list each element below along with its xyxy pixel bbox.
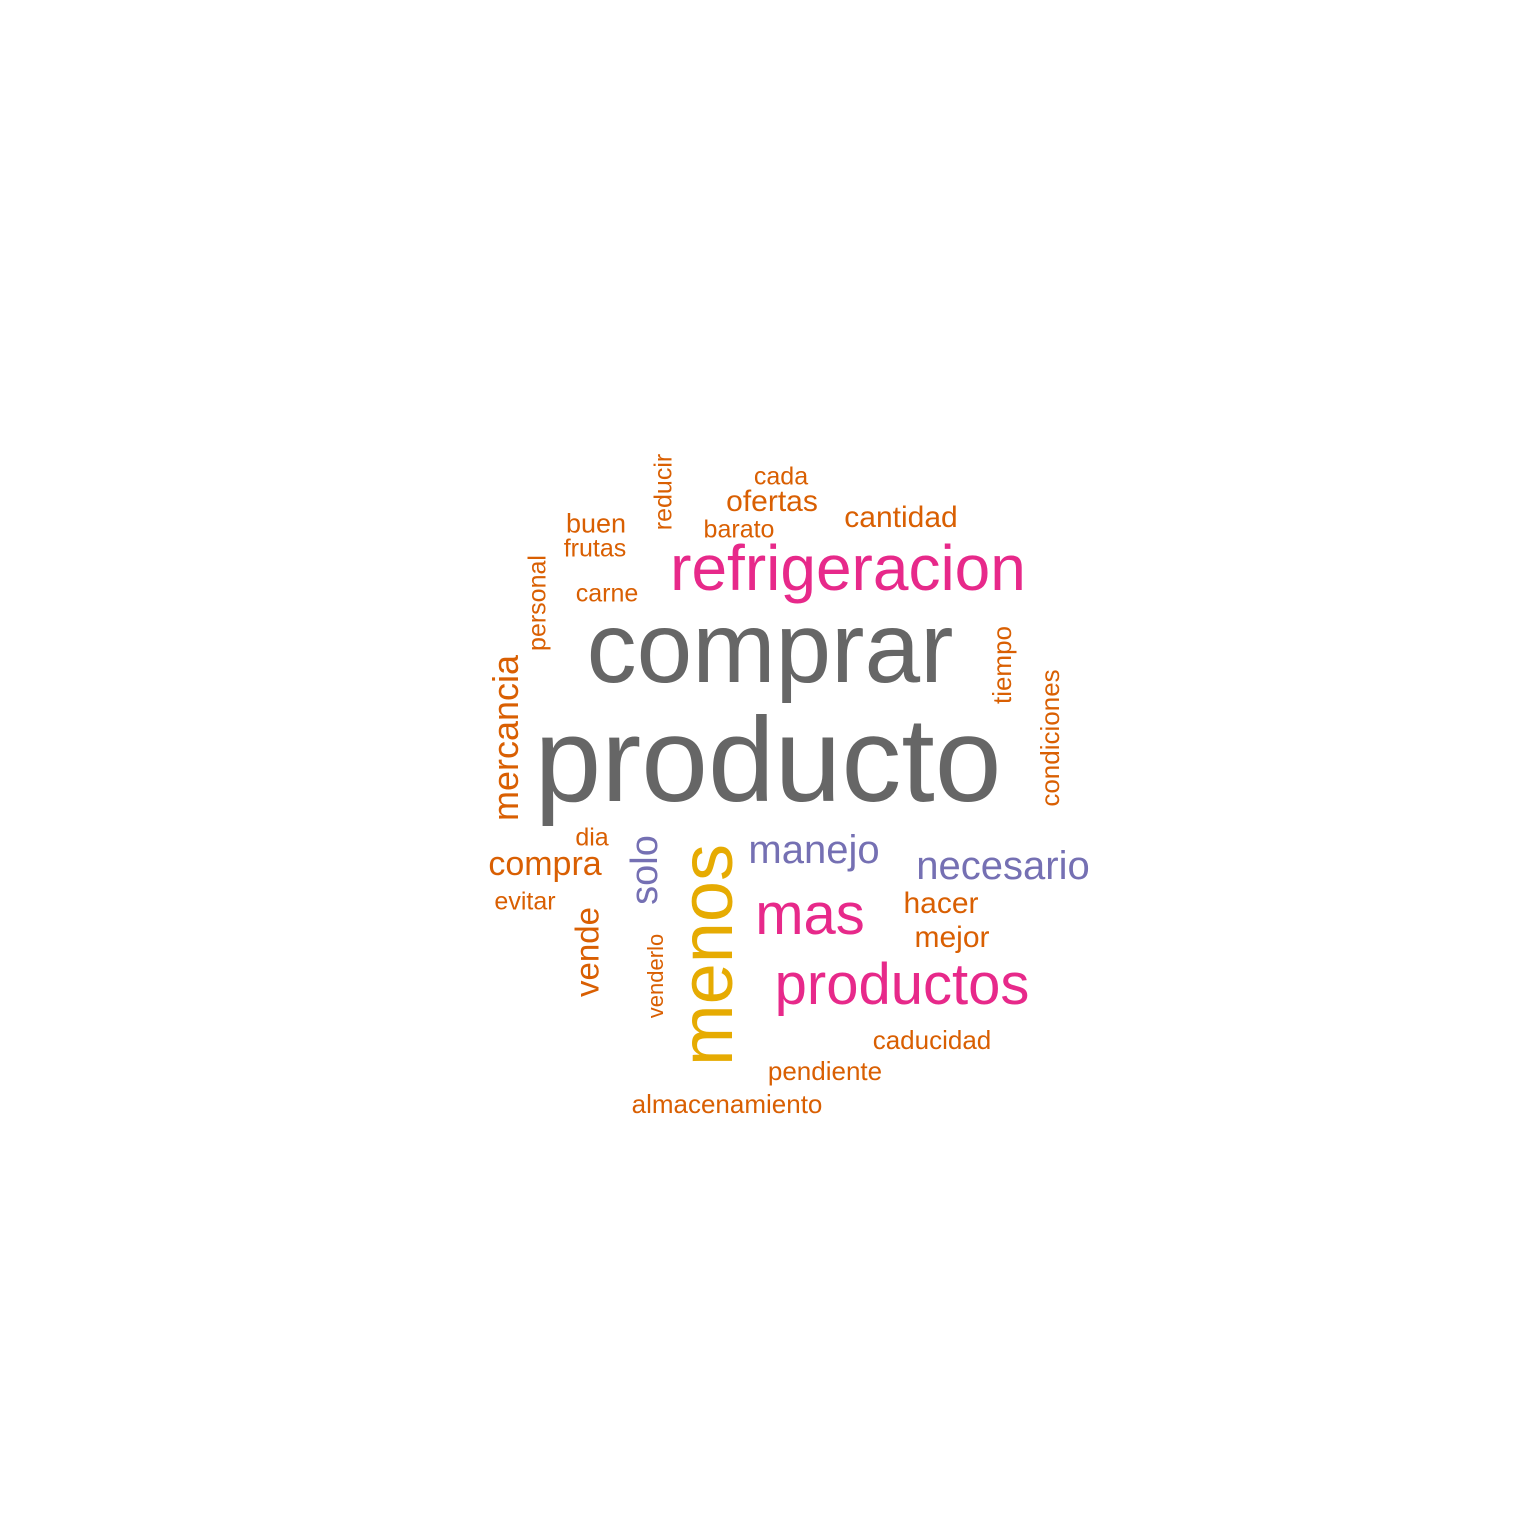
word-reducir: reducir xyxy=(649,453,678,531)
word-caducidad: caducidad xyxy=(872,1025,992,1055)
word-comprar: comprar xyxy=(586,592,954,704)
word-condiciones: condiciones xyxy=(1035,669,1065,807)
word-personal: personal xyxy=(523,555,552,651)
word-refrigeracion: refrigeracion xyxy=(670,532,1026,604)
word-pendiente: pendiente xyxy=(767,1056,883,1086)
word-ofertas: ofertas xyxy=(726,485,818,518)
word-venderlo: venderlo xyxy=(643,933,668,1019)
word-tiempo: tiempo xyxy=(987,625,1017,705)
word-productos: productos xyxy=(774,952,1030,1017)
word-dia: dia xyxy=(575,823,609,852)
word-almacenamiento: almacenamiento xyxy=(631,1089,823,1119)
word-compra: compra xyxy=(488,845,602,883)
word-necesario: necesario xyxy=(916,844,1090,888)
word-vende: vende xyxy=(568,907,606,997)
word-mejor: mejor xyxy=(914,921,990,954)
word-frutas: frutas xyxy=(563,534,627,563)
word-barato: barato xyxy=(703,515,775,544)
word-cada: cada xyxy=(753,462,809,491)
word-manejo: manejo xyxy=(748,828,880,872)
word-producto: producto xyxy=(534,693,1002,827)
word-buen: buen xyxy=(565,508,627,539)
word-mas: mas xyxy=(755,882,865,947)
word-evitar: evitar xyxy=(494,887,556,916)
word-mercancia: mercancia xyxy=(485,654,526,822)
word-cantidad: cantidad xyxy=(844,501,958,534)
word-solo: solo xyxy=(624,835,666,905)
word-menos: menos xyxy=(665,843,748,1067)
word-carne: carne xyxy=(575,579,639,608)
word-hacer: hacer xyxy=(903,887,979,920)
